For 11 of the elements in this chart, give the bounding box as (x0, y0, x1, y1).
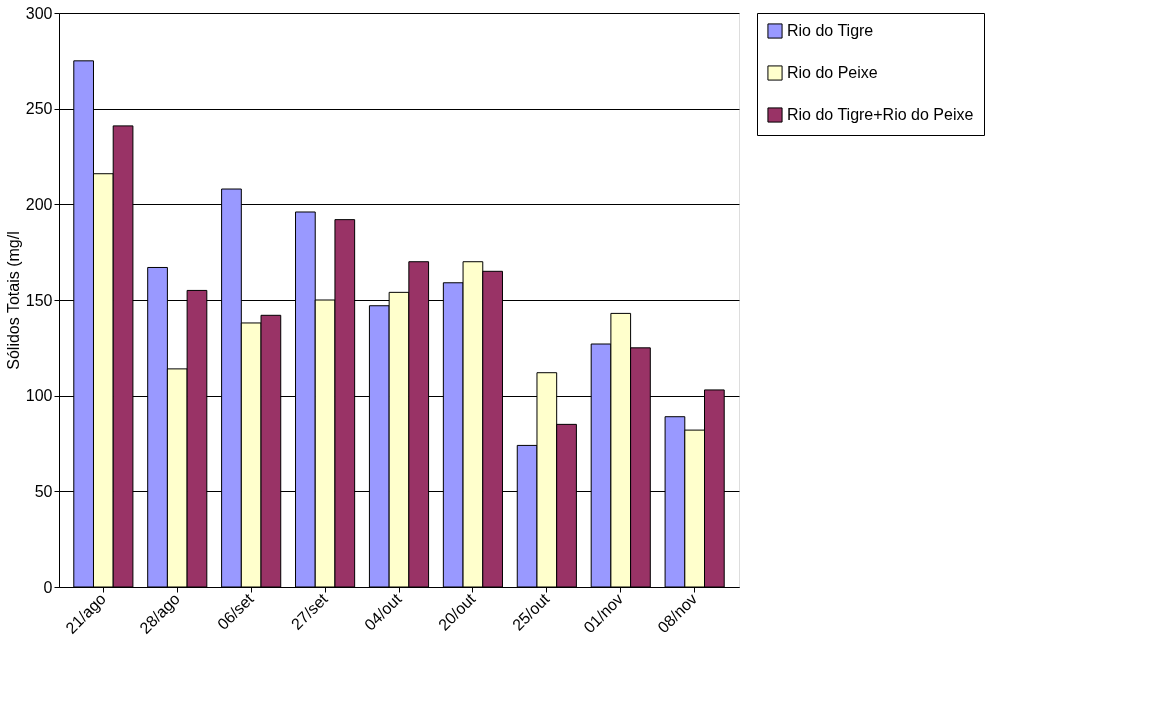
y-tick-label: 200 (25, 195, 53, 213)
legend-label: Rio do Peixe (787, 64, 878, 81)
y-tick-label: 150 (25, 291, 53, 309)
y-axis-title: Sólidos Totais (mg/l (4, 231, 22, 370)
y-tick-label: 300 (25, 4, 53, 22)
legend-label: Rio do Tigre (787, 22, 874, 39)
legend-label: Rio do Tigre+Rio do Peixe (787, 106, 974, 123)
y-tick-label: 0 (43, 578, 53, 596)
y-tick-label: 100 (25, 387, 53, 405)
y-tick-label: 250 (25, 100, 53, 118)
y-tick-label: 50 (34, 482, 53, 500)
